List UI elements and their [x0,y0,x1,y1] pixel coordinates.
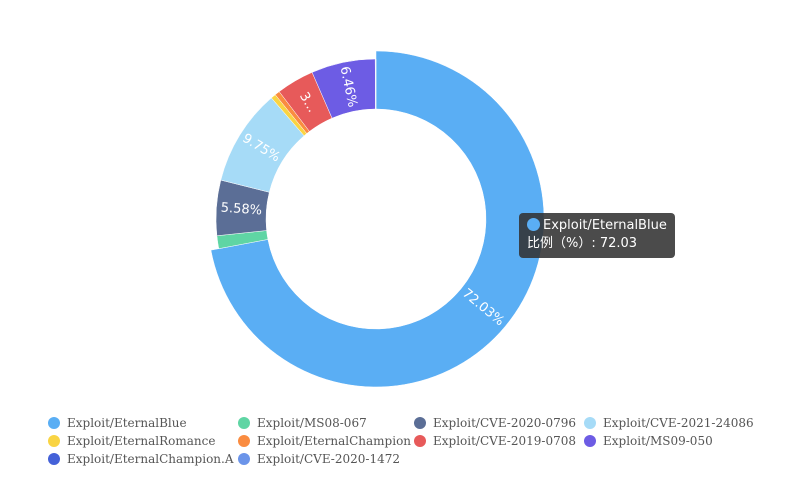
legend-label: Exploit/EternalChampion.A [67,452,234,466]
legend-dot-icon [584,435,596,447]
legend-item-exploit-ms08-067[interactable]: Exploit/MS08-067 [238,416,414,430]
legend-item-exploit-cve-2020-1472[interactable]: Exploit/CVE-2020-1472 [238,452,414,466]
legend-dot-icon [414,417,426,429]
legend-item-exploit-cve-2020-0796[interactable]: Exploit/CVE-2020-0796 [414,416,584,430]
donut-slice-exploit-eternalblue[interactable] [210,50,545,388]
legend-dot-icon [238,417,250,429]
legend-dot-icon [48,453,60,465]
legend-dot-icon [238,453,250,465]
legend-dot-icon [238,435,250,447]
tooltip-series-dot-icon [527,218,540,231]
legend-item-exploit-cve-2021-24086[interactable]: Exploit/CVE-2021-24086 [584,416,784,430]
legend-label: Exploit/MS09-050 [603,434,713,448]
tooltip-series-name: Exploit/EternalBlue [543,218,667,233]
legend-item-exploit-eternalblue[interactable]: Exploit/EternalBlue [48,416,238,430]
legend-row: Exploit/EternalBlue Exploit/MS08-067 Explo… [48,414,788,432]
legend-item-exploit-cve-2019-0708[interactable]: Exploit/CVE-2019-0708 [414,434,584,448]
chart-tooltip: Exploit/EternalBlue 比例（%）: 72.03 [519,213,675,258]
tooltip-value: 比例（%）: 72.03 [527,236,638,251]
legend-label: Exploit/CVE-2020-1472 [257,452,400,466]
legend-item-exploit-eternalchampion[interactable]: Exploit/EternalChampion [238,434,414,448]
legend-item-exploit-eternalchampion-a[interactable]: Exploit/EternalChampion.A [48,452,238,466]
legend-dot-icon [48,435,60,447]
legend-dot-icon [414,435,426,447]
legend-label: Exploit/EternalBlue [67,416,187,430]
legend-row: Exploit/EternalRomance Exploit/EternalCha… [48,432,788,450]
legend-row: Exploit/EternalChampion.A Exploit/CVE-202… [48,450,788,468]
legend-dot-icon [584,417,596,429]
legend-label: Exploit/MS08-067 [257,416,367,430]
legend-item-exploit-eternalromance[interactable]: Exploit/EternalRomance [48,434,238,448]
legend-dot-icon [48,417,60,429]
legend-label: Exploit/CVE-2020-0796 [433,416,576,430]
legend-label: Exploit/EternalRomance [67,434,216,448]
slice-data-label: 5.58% [220,201,262,219]
chart-legend: Exploit/EternalBlue Exploit/MS08-067 Explo… [48,414,788,468]
legend-item-exploit-ms09-050[interactable]: Exploit/MS09-050 [584,434,784,448]
legend-label: Exploit/EternalChampion [257,434,412,448]
legend-label: Exploit/CVE-2019-0708 [433,434,576,448]
legend-label: Exploit/CVE-2021-24086 [603,416,754,430]
